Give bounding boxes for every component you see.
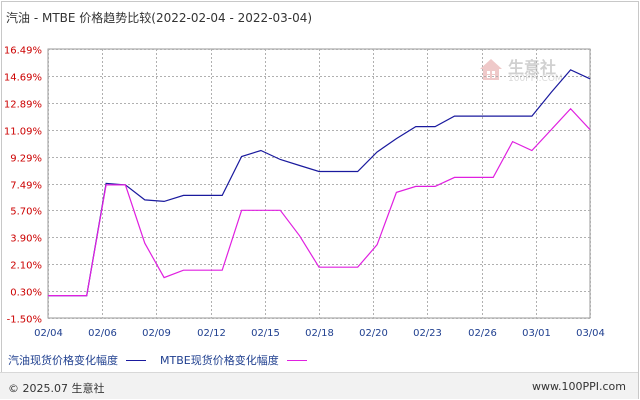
x-tick-label: 02/20 [359,328,388,339]
y-tick-label: -1.50% [7,315,42,326]
watermark-brand: 生意社 [508,58,557,77]
x-tick-label: 02/09 [142,328,171,339]
y-tick-label: 3.90% [10,234,42,245]
site-link[interactable]: www.100PPI.com [532,380,626,393]
x-tick-label: 02/06 [88,328,117,339]
copyright-text: © 2025.07 生意社 [8,382,105,395]
footer-bar: © 2025.07 生意社 www.100PPI.com [0,372,638,399]
y-tick-label: 12.89% [4,100,42,111]
y-axis-labels: 16.49% 14.69% 12.89% 11.09% 9.29% 7.49% 5.70% 3… [4,46,42,326]
x-tick-label: 02/23 [413,328,442,339]
y-tick-label: 14.69% [4,73,42,84]
chart-legend: 汽油现货价格变化幅度 MTBE现货价格变化幅度 [8,352,321,368]
legend-label-series2: MTBE现货价格变化幅度 [160,354,279,367]
y-tick-label: 5.70% [10,207,42,218]
x-tick-label: 02/18 [305,328,334,339]
series-line-1 [48,69,591,297]
legend-swatch-series1 [126,359,146,361]
legend-label-series1: 汽油现货价格变化幅度 [8,354,118,367]
x-tick-label: 02/26 [468,328,497,339]
chart-grid [47,48,591,319]
x-tick-label: 02/15 [251,328,280,339]
x-tick-label: 03/04 [576,328,605,339]
x-axis-labels: 02/04 02/06 02/09 02/12 02/15 02/18 02/20 02/23… [34,328,605,339]
watermark-site: 100PPI.COM [508,74,563,84]
chart-title: 汽油 - MTBE 价格趋势比较(2022-02-04 - 2022-03-04… [6,11,313,25]
series-line-2 [48,107,591,297]
legend-swatch-series2 [286,359,307,361]
y-tick-label: 0.30% [10,288,42,299]
y-tick-label: 2.10% [10,261,42,272]
watermark-logo: 生意社 100PPI.COM [478,52,588,88]
x-tick-label: 02/04 [34,328,63,339]
x-tick-label: 03/01 [522,328,551,339]
y-tick-label: 11.09% [4,127,42,138]
y-tick-label: 16.49% [4,46,42,57]
y-tick-label: 9.29% [10,154,42,165]
y-tick-label: 7.49% [10,181,42,192]
chart-series [48,69,591,297]
x-tick-label: 02/12 [197,328,226,339]
